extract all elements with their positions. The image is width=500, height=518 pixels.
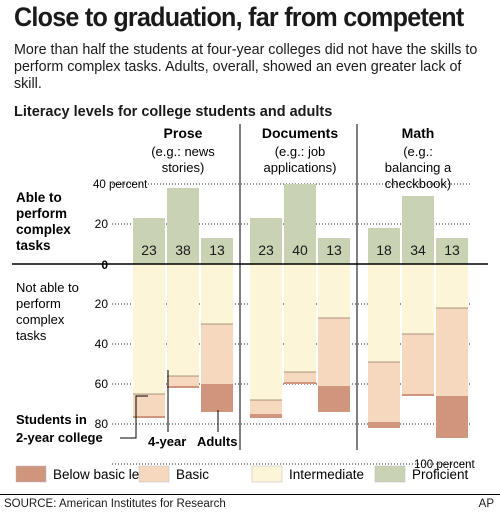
bar-intermediate xyxy=(368,264,400,362)
bar-intermediate xyxy=(167,264,199,376)
data-label: 18 xyxy=(376,242,392,258)
bar-intermediate xyxy=(436,264,468,308)
data-label: 13 xyxy=(444,242,460,258)
bar-basic xyxy=(201,324,233,384)
legend-label: Basic xyxy=(176,467,209,482)
row-label-able: perform xyxy=(16,206,67,221)
row-label-not-able: tasks xyxy=(16,328,47,343)
bar-basic xyxy=(250,400,282,414)
legend-swatch xyxy=(374,465,406,483)
bar-below-basic-level xyxy=(436,396,468,438)
category-label-4-year: 4-year xyxy=(148,434,186,449)
bar-intermediate xyxy=(133,264,165,394)
bar-basic xyxy=(368,362,400,422)
legend-swatch xyxy=(138,465,170,483)
legend-swatch xyxy=(15,465,47,483)
bar-intermediate xyxy=(318,264,350,318)
row-label-not-able: complex xyxy=(16,312,65,327)
y-tick-label: 40 xyxy=(95,337,109,351)
data-label: 13 xyxy=(326,242,342,258)
bar-intermediate xyxy=(250,264,282,400)
credit-label: AP xyxy=(478,498,494,510)
bar-below-basic-level xyxy=(402,394,434,396)
bar-below-basic-level xyxy=(368,422,400,428)
category-label-adults: Adults xyxy=(197,434,237,449)
data-label: 38 xyxy=(175,242,191,258)
data-label: 23 xyxy=(141,242,157,258)
bar-basic xyxy=(133,394,165,416)
row-label-able: Able to xyxy=(16,190,62,205)
y-tick-label: 20 xyxy=(95,297,109,311)
group-example: checkbook) xyxy=(385,176,451,191)
row-label-able: tasks xyxy=(16,238,51,253)
bar-proficient xyxy=(133,218,165,264)
row-label-not-able: Not able to xyxy=(16,280,79,295)
bar-basic xyxy=(318,318,350,386)
legend-label: Below basic level xyxy=(53,467,157,482)
bar-proficient xyxy=(284,184,316,264)
bar-intermediate xyxy=(402,264,434,334)
y-tick-label: 100 percent xyxy=(414,459,476,471)
literacy-chart: 23 38 13 23 40 13 18 34 13 40 percent 20 0 20 40 60 80 1… xyxy=(12,124,488,483)
bar-intermediate xyxy=(201,264,233,324)
bar-proficient xyxy=(368,228,400,264)
row-label-able: complex xyxy=(16,222,71,237)
row-label-not-able: perform xyxy=(16,296,61,311)
group-example: stories) xyxy=(162,160,205,175)
bar-below-basic-level xyxy=(318,386,350,412)
category-label-2-year: 2-year college xyxy=(16,430,103,445)
bar-proficient xyxy=(436,238,468,264)
bar-proficient xyxy=(402,196,434,264)
bar-proficient xyxy=(167,188,199,264)
category-label-2-year: Students in xyxy=(16,412,87,427)
bar-below-basic-level xyxy=(284,382,316,384)
y-tick-label: 0 xyxy=(101,258,108,272)
group-title: Math xyxy=(402,125,435,141)
bar-basic xyxy=(284,372,316,382)
bar-basic xyxy=(436,308,468,396)
data-label: 23 xyxy=(258,242,274,258)
chart-title: Literacy levels for college students and… xyxy=(14,104,333,120)
group-title: Prose xyxy=(164,125,203,141)
leader-line xyxy=(120,395,148,439)
bar-basic xyxy=(167,376,199,386)
bar-basic xyxy=(402,334,434,394)
legend-swatch xyxy=(251,465,283,483)
group-example: (e.g.: job xyxy=(275,144,326,159)
group-example: (e.g.: news xyxy=(151,144,215,159)
group-example: (e.g.: xyxy=(403,144,433,159)
group-example: balancing a xyxy=(385,160,452,175)
page-title: Close to graduation, far from competent xyxy=(14,2,464,32)
legend-label: Proficient xyxy=(412,467,469,482)
bar-proficient xyxy=(318,238,350,264)
bar-intermediate xyxy=(284,264,316,372)
y-tick-label: 20 xyxy=(95,217,109,231)
y-tick-label: 80 xyxy=(95,417,109,431)
data-label: 13 xyxy=(209,242,225,258)
y-tick-label: 40 percent xyxy=(93,179,148,191)
bar-below-basic-level xyxy=(201,384,233,412)
data-label: 34 xyxy=(410,242,426,258)
subtitle: More than half the students at four-year… xyxy=(14,42,478,92)
y-tick-label: 60 xyxy=(95,377,109,391)
source-note: SOURCE: American Institutes for Research xyxy=(4,498,226,510)
bar-below-basic-level xyxy=(133,416,165,418)
bar-below-basic-level xyxy=(250,414,282,418)
bar-proficient xyxy=(201,238,233,264)
group-title: Documents xyxy=(262,125,338,141)
group-example: applications) xyxy=(264,160,337,175)
bar-proficient xyxy=(250,218,282,264)
footer-rule xyxy=(0,494,500,495)
legend-label: Intermediate xyxy=(289,467,364,482)
bar-below-basic-level xyxy=(167,386,199,388)
data-label: 40 xyxy=(292,242,308,258)
